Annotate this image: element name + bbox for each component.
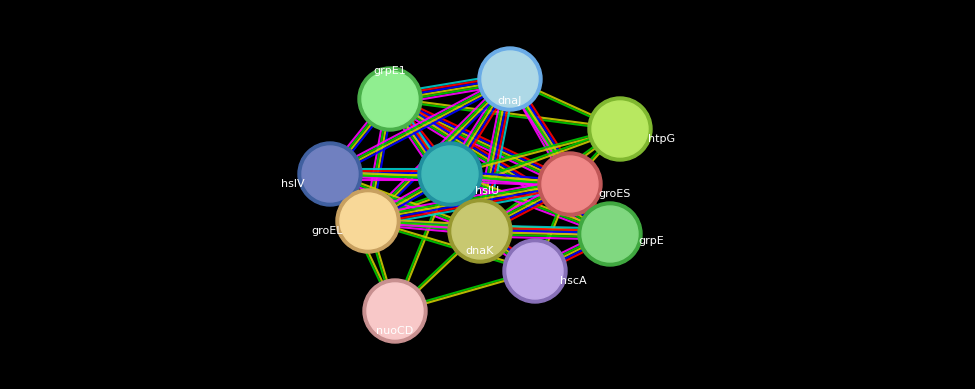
Circle shape (578, 202, 642, 266)
Text: groES: groES (598, 189, 631, 199)
Text: groEL: groEL (311, 226, 343, 236)
Circle shape (340, 193, 396, 249)
Circle shape (367, 283, 423, 339)
Text: htpG: htpG (648, 134, 675, 144)
Circle shape (592, 101, 648, 157)
Circle shape (422, 146, 478, 202)
Circle shape (448, 199, 512, 263)
Circle shape (542, 156, 598, 212)
Circle shape (302, 146, 358, 202)
Circle shape (298, 142, 362, 206)
Text: nuoCD: nuoCD (376, 326, 413, 336)
Text: grpE: grpE (638, 236, 664, 246)
Circle shape (452, 203, 508, 259)
Circle shape (538, 152, 602, 216)
Circle shape (418, 142, 482, 206)
Circle shape (582, 206, 638, 262)
Circle shape (507, 243, 563, 299)
Text: dnaJ: dnaJ (498, 96, 523, 106)
Text: hslV: hslV (282, 179, 305, 189)
Circle shape (336, 189, 400, 253)
Circle shape (588, 97, 652, 161)
Circle shape (503, 239, 567, 303)
Circle shape (362, 71, 418, 127)
Circle shape (482, 51, 538, 107)
Text: hslU: hslU (475, 186, 499, 196)
Text: grpE1: grpE1 (373, 66, 407, 76)
Text: hscA: hscA (560, 276, 587, 286)
Circle shape (358, 67, 422, 131)
Circle shape (363, 279, 427, 343)
Circle shape (478, 47, 542, 111)
Text: dnaK: dnaK (466, 246, 494, 256)
